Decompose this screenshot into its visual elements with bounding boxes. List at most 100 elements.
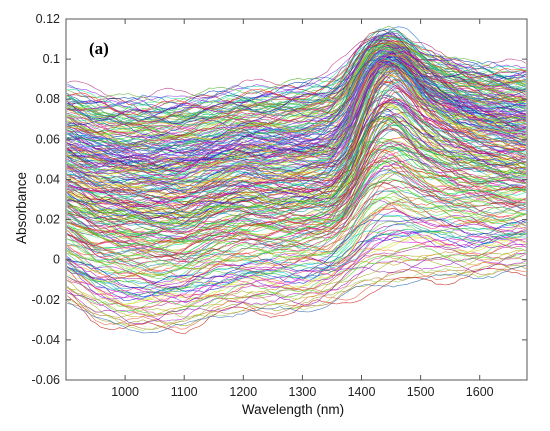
spectrum-line [67,116,526,225]
spectrum-line [66,249,526,317]
spectrum-line [67,58,526,164]
x-tick-label: 1000 [111,385,139,399]
spectrum-line [67,59,526,178]
spectrum-line [67,263,526,331]
spectrum-line [67,140,526,236]
y-tick-label: 0.08 [36,92,60,106]
spectrum-line [67,257,526,322]
spectrum-line [67,63,526,188]
spectrum-line [67,51,526,154]
spectrum-line [67,177,526,269]
spectrum-line [67,252,526,318]
y-tick-label: 0.1 [43,52,60,66]
spectrum-line [67,223,526,293]
spectrum-line [67,127,526,234]
spectrum-line [67,190,526,274]
series-layer [66,25,526,334]
spectrum-line [67,61,526,170]
spectrum-line [67,37,526,127]
spectrum-line [67,52,526,146]
spectrum-line [67,108,526,219]
x-tick-label: 1600 [466,385,494,399]
spectrum-line [67,47,526,155]
spectrum-line [67,196,526,278]
spectrum-line [67,166,526,255]
spectrum-line [67,40,526,126]
x-axis-label: Wavelength (nm) [242,402,344,417]
spectrum-line [67,200,526,283]
spectrum-line [67,213,526,284]
spectrum-line [67,231,526,301]
spectrum-line [67,154,526,245]
spectrum-line [67,53,526,151]
x-tick-label: 1100 [171,385,198,399]
spectrum-line [67,252,526,325]
spectrum-line [67,244,526,313]
spectrum-line [67,148,526,244]
spectrum-line [67,38,526,114]
spectrum-line [67,71,526,191]
y-tick-label: -0.04 [32,333,61,347]
y-tick-label: 0.02 [36,213,60,227]
spectrum-line [67,55,526,151]
spectrum-line [67,230,526,304]
spectrum-line [67,115,526,224]
spectrum-line [67,46,526,147]
spectrum-line [67,52,526,172]
spectrum-line [67,54,526,147]
spectrum-line [67,32,526,125]
spectrum-line [67,37,526,138]
spectrum-line [67,40,526,132]
spectrum-line [67,36,526,109]
spectrum-line [67,221,526,291]
spectrum-line [67,102,526,209]
spectrum-line [66,215,526,291]
spectrum-line [66,182,526,272]
spectrum-line [67,40,526,134]
spectrum-line [67,210,526,288]
spectrum-line [67,115,526,218]
spectrum-line [67,160,526,248]
spectrum-line [67,98,526,214]
spectrum-line [67,28,526,110]
spectrum-line [67,34,526,125]
y-tick-label: 0.12 [36,12,60,26]
x-axis: 1000 1100 1200 1300 1400 1500 1600 [111,19,494,399]
spectrum-line [67,216,526,289]
spectrum-line [67,144,526,249]
spectrum-line [67,73,526,198]
spectrum-line [67,180,526,262]
spectrum-line [67,196,526,277]
spectrum-line [67,58,526,159]
spectrum-line [67,64,526,187]
spectrum-line [67,34,526,119]
spectrum-line [67,84,526,203]
spectrum-line [67,66,526,170]
panel-label: (a) [89,39,109,58]
y-tick-label: 0.04 [36,172,60,186]
spectrum-line [67,49,526,150]
spectrum-line [67,128,526,231]
spectrum-line [67,99,526,208]
spectrum-line [67,46,526,129]
spectrum-line [67,60,526,180]
x-tick-label: 1200 [229,385,257,399]
spectrum-line [67,228,526,296]
spectrum-line [67,251,526,316]
spectrum-line [67,203,526,282]
spectrum-line [67,160,526,258]
plot-frame [65,18,528,381]
y-tick-label: 0 [53,253,60,267]
spectrum-line [67,169,526,261]
spectrum-line [67,101,526,208]
spectrum-line [67,48,526,144]
y-axis: -0.06 -0.04 -0.02 0 0.02 0.04 0.06 0.08 0.1 0.12 [32,12,527,387]
spectrum-line [67,235,526,305]
spectrum-line [67,45,526,143]
spectrum-line [67,261,526,330]
spectrum-line [66,171,526,265]
spectrum-line [67,137,526,233]
spectrum-line [67,113,526,225]
spectrum-line [67,41,526,123]
